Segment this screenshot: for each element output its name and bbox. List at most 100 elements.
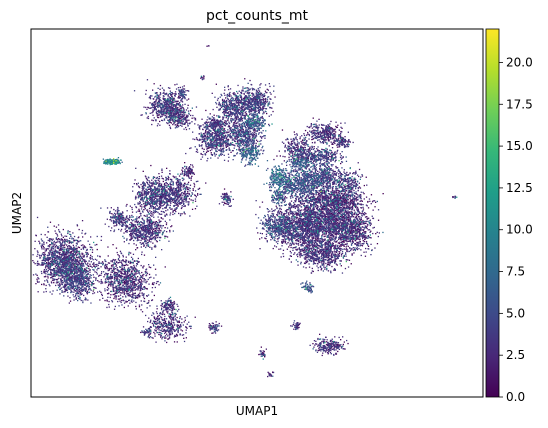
scatter-point (160, 305, 161, 306)
scatter-point (363, 193, 364, 194)
scatter-point (177, 317, 178, 318)
scatter-point (139, 306, 140, 307)
scatter-point (356, 199, 357, 200)
scatter-point (226, 147, 227, 148)
scatter-point (125, 229, 126, 230)
scatter-point (294, 252, 295, 253)
scatter-point (142, 275, 143, 276)
scatter-point (120, 292, 121, 293)
scatter-point (239, 109, 240, 110)
scatter-point (122, 292, 123, 293)
scatter-point (208, 45, 209, 46)
scatter-point (331, 255, 332, 256)
scatter-point (347, 241, 348, 242)
scatter-point (367, 228, 368, 229)
scatter-point (243, 129, 244, 130)
scatter-point (306, 135, 307, 136)
scatter-point (113, 214, 114, 215)
scatter-point (252, 95, 253, 96)
scatter-point (124, 261, 125, 262)
scatter-point (208, 151, 209, 152)
scatter-point (192, 118, 193, 119)
scatter-point (285, 196, 286, 197)
scatter-point (311, 123, 312, 124)
scatter-point (121, 229, 122, 230)
scatter-point (132, 285, 133, 286)
scatter-point (343, 242, 344, 243)
scatter-point (318, 350, 319, 351)
scatter-point (359, 239, 360, 240)
scatter-point (344, 232, 345, 233)
scatter-point (46, 242, 47, 243)
scatter-point (55, 233, 56, 234)
scatter-point (188, 98, 189, 99)
scatter-point (175, 176, 176, 177)
scatter-point (288, 213, 289, 214)
scatter-point (107, 293, 108, 294)
scatter-point (147, 107, 148, 108)
scatter-point (368, 246, 369, 247)
scatter-point (172, 214, 173, 215)
scatter-point (375, 233, 376, 234)
scatter-point (286, 197, 287, 198)
scatter-point (318, 248, 319, 249)
scatter-point (270, 94, 271, 95)
scatter-point (138, 258, 139, 259)
scatter-point (126, 291, 127, 292)
scatter-point (45, 267, 46, 268)
scatter-point (188, 120, 189, 121)
scatter-point (56, 227, 57, 228)
scatter-point (108, 284, 109, 285)
scatter-point (237, 145, 238, 146)
scatter-point (305, 256, 306, 257)
scatter-point (93, 277, 94, 278)
scatter-points (32, 45, 457, 377)
scatter-point (210, 150, 211, 151)
scatter-point (176, 334, 177, 335)
scatter-point (132, 292, 133, 293)
scatter-point (153, 284, 154, 285)
scatter-point (155, 327, 156, 328)
scatter-point (216, 146, 217, 147)
scatter-point (222, 126, 223, 127)
scatter-point (147, 288, 148, 289)
scatter-point (167, 236, 168, 237)
scatter-point (178, 101, 179, 102)
scatter-point (352, 239, 353, 240)
scatter-point (128, 305, 129, 306)
scatter-point (154, 83, 155, 84)
scatter-point (185, 320, 186, 321)
scatter-point (148, 189, 149, 190)
scatter-point (284, 156, 285, 157)
scatter-point (230, 152, 231, 153)
scatter-point (186, 99, 187, 100)
scatter-point (124, 277, 125, 278)
scatter-point (294, 131, 295, 132)
scatter-point (293, 244, 294, 245)
scatter-point (344, 246, 345, 247)
scatter-point (162, 328, 163, 329)
scatter-point (359, 204, 360, 205)
scatter-point (133, 243, 134, 244)
scatter-point (306, 250, 307, 251)
scatter-point (35, 283, 36, 284)
scatter-point (140, 290, 141, 291)
scatter-point (180, 118, 181, 119)
scatter-point (132, 212, 133, 213)
scatter-point (299, 205, 300, 206)
scatter-point (340, 244, 341, 245)
scatter-point (150, 165, 151, 166)
scatter-point (223, 145, 224, 146)
scatter-point (273, 159, 274, 160)
scatter-point (157, 308, 158, 309)
scatter-point (183, 338, 184, 339)
scatter-point (290, 152, 291, 153)
scatter-point (191, 199, 192, 200)
scatter-point (38, 241, 39, 242)
scatter-point (257, 141, 258, 142)
scatter-point (258, 354, 259, 355)
scatter-point (326, 341, 327, 342)
scatter-point (177, 335, 178, 336)
scatter-point (219, 323, 220, 324)
scatter-point (288, 246, 289, 247)
